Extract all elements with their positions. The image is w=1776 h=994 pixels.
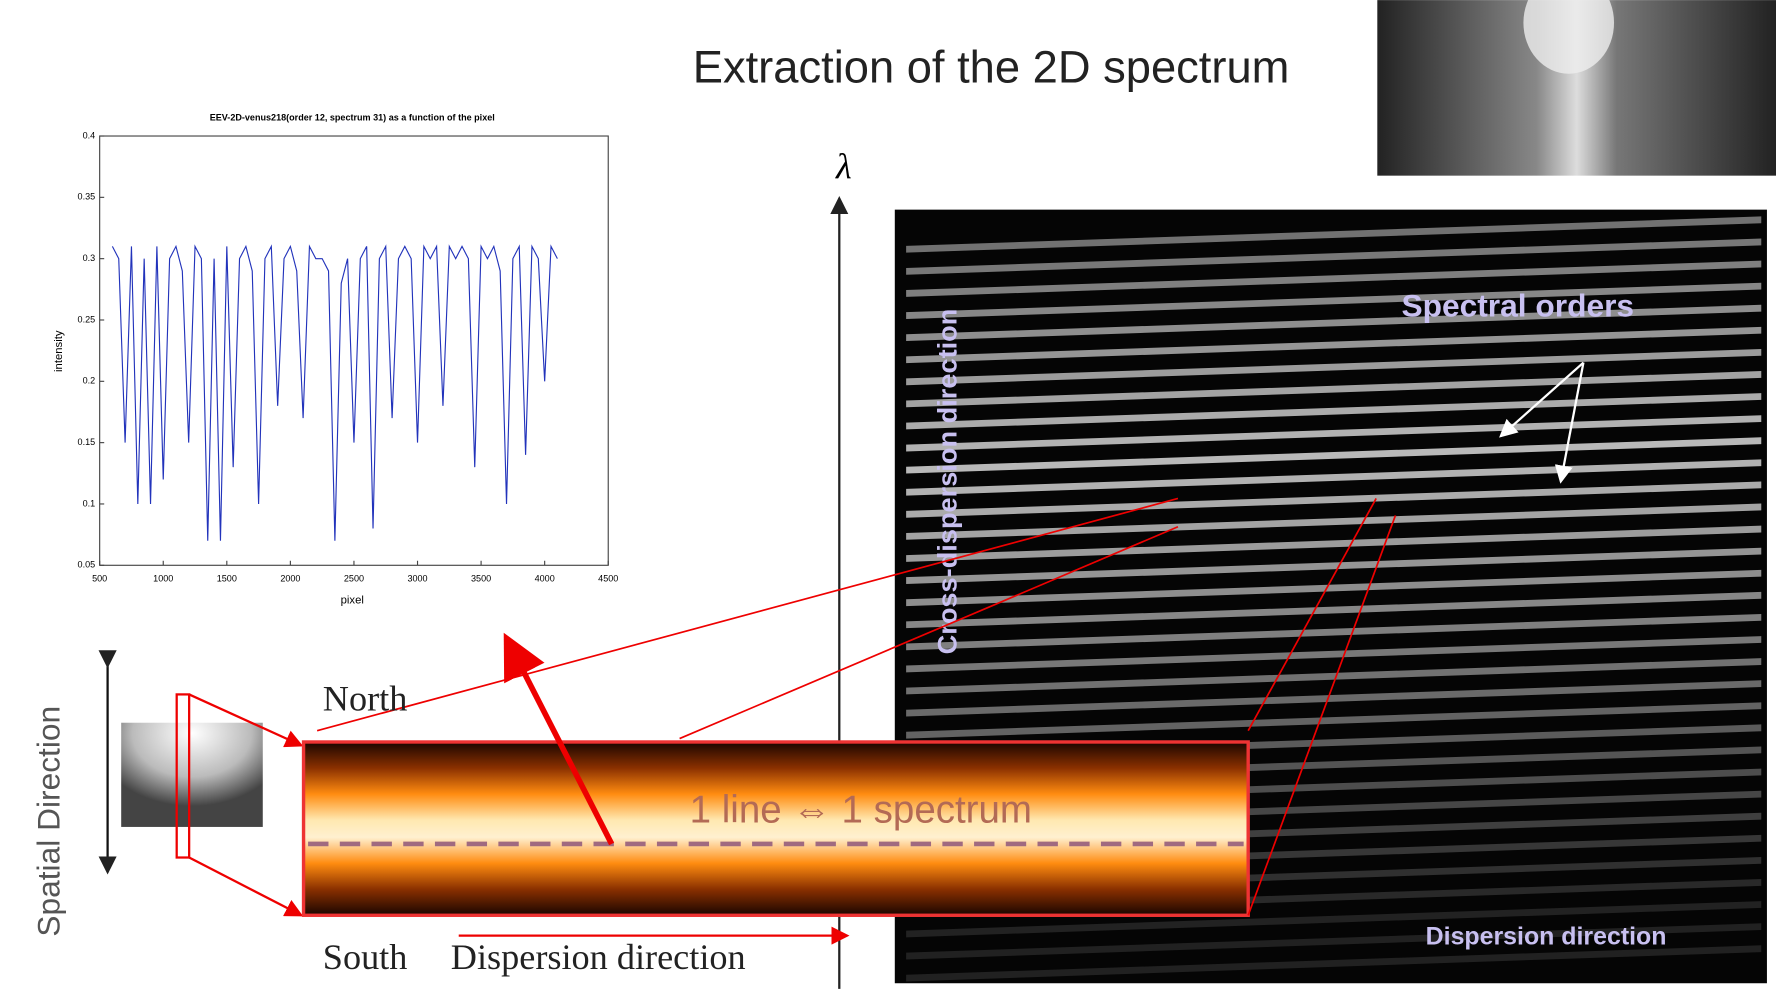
y-tick-label: 0.25 <box>78 314 96 324</box>
thumbnail <box>121 723 263 827</box>
x-tick-label: 4000 <box>535 573 555 583</box>
slide-title: Extraction of the 2D spectrum <box>693 41 1290 92</box>
lambda-label: λ <box>835 146 852 186</box>
y-tick-label: 0.3 <box>83 253 96 263</box>
spectrum-plot: EEV-2D-venus218(order 12, spectrum 31) a… <box>53 112 618 606</box>
y-axis-label: intensity <box>53 330 65 372</box>
x-tick-label: 3500 <box>471 573 491 583</box>
spatial-label: Spatial Direction <box>30 706 66 937</box>
spectral-orders-label: Spectral orders <box>1401 288 1634 324</box>
x-tick-label: 1500 <box>217 573 237 583</box>
y-tick-label: 0.1 <box>83 498 96 508</box>
x-tick-label: 2500 <box>344 573 364 583</box>
y-tick-label: 0.4 <box>83 130 96 140</box>
y-tick-label: 0.2 <box>83 376 96 386</box>
x-tick-label: 3000 <box>407 573 427 583</box>
x-axis-label: pixel <box>341 594 364 606</box>
dispersion-label: Dispersion direction <box>451 937 746 977</box>
y-tick-label: 0.05 <box>78 560 96 570</box>
x-tick-label: 500 <box>92 573 107 583</box>
plot-title: EEV-2D-venus218(order 12, spectrum 31) a… <box>210 112 495 122</box>
y-tick-label: 0.35 <box>78 192 96 202</box>
arrow <box>189 858 301 916</box>
slide: Extraction of the 2D spectrum λ Cross-di… <box>0 0 1776 989</box>
x-tick-label: 4500 <box>598 573 618 583</box>
north-label: North <box>323 679 408 719</box>
cross-dispersion-label: Cross-dispersion direction <box>931 309 962 655</box>
plot-frame <box>100 136 609 565</box>
image-dispersion-label: Dispersion direction <box>1426 923 1667 951</box>
x-tick-label: 2000 <box>280 573 300 583</box>
south-label: South <box>323 937 408 977</box>
x-tick-label: 1000 <box>153 573 173 583</box>
equivalence-label: 1 line ⇔ 1 spectrum <box>690 788 1032 831</box>
y-tick-label: 0.15 <box>78 437 96 447</box>
